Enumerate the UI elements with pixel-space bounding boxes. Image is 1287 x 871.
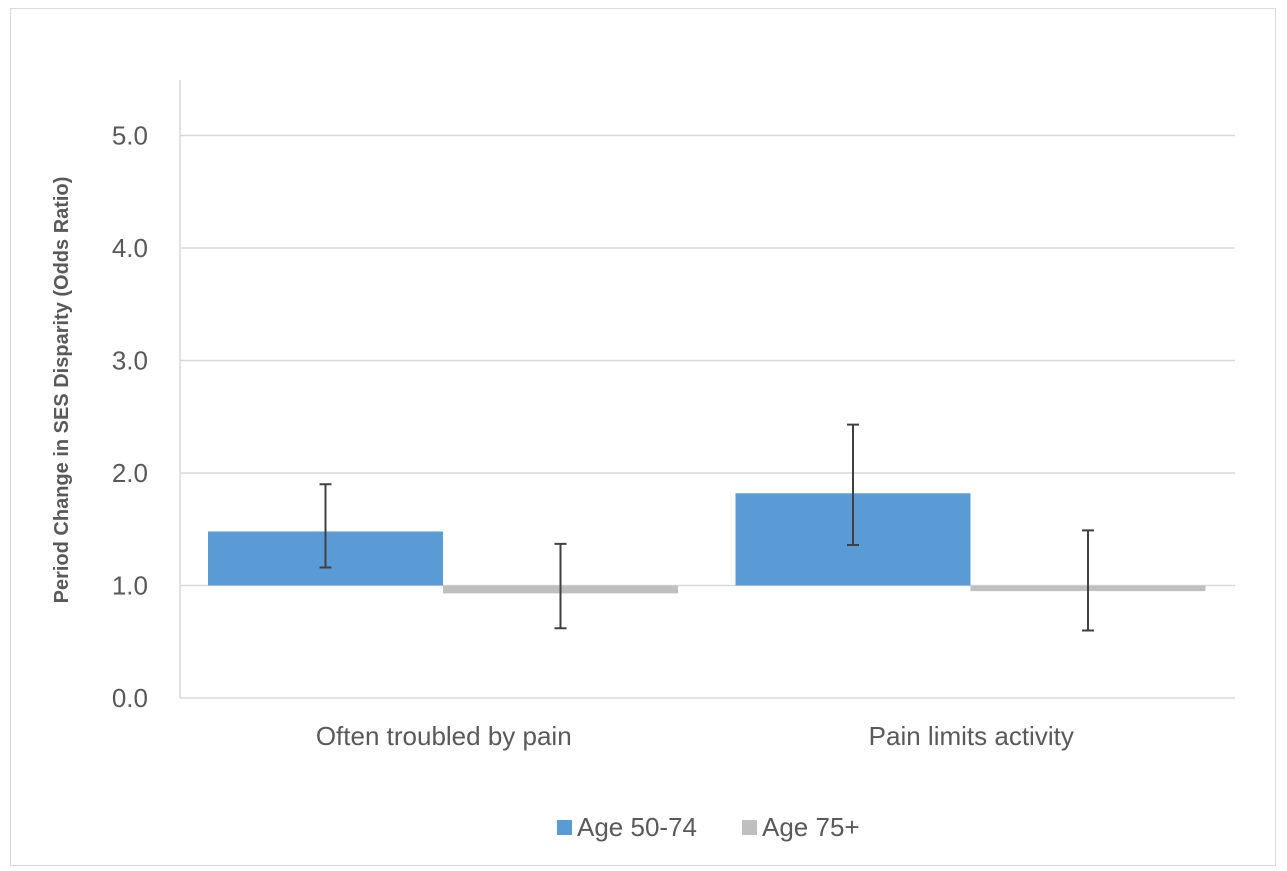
category-labels: Often troubled by pain Pain limits activi… [316,721,1074,751]
y-axis-title: Period Change in SES Disparity (Odds Rat… [51,177,73,604]
y-tick-label: 1.0 [112,571,148,601]
error-bars [319,423,1094,632]
y-tick-label: 3.0 [112,346,148,376]
legend-swatch [742,820,757,835]
legend-swatch [557,820,572,835]
y-tick-label: 0.0 [112,683,148,713]
legend-label: Age 75+ [762,812,860,842]
gridlines [180,134,1235,587]
legend-label: Age 50-74 [577,812,697,842]
category-label: Often troubled by pain [316,721,572,751]
chart-frame [10,8,1276,866]
y-tick-labels: 0.0 1.0 2.0 3.0 4.0 5.0 [112,121,148,714]
bars [208,493,1206,594]
y-tick-label: 5.0 [112,121,148,151]
y-tick-label: 2.0 [112,458,148,488]
category-label: Pain limits activity [869,721,1074,751]
legend: Age 50-74 Age 75+ [557,812,860,842]
y-tick-label: 4.0 [112,233,148,263]
